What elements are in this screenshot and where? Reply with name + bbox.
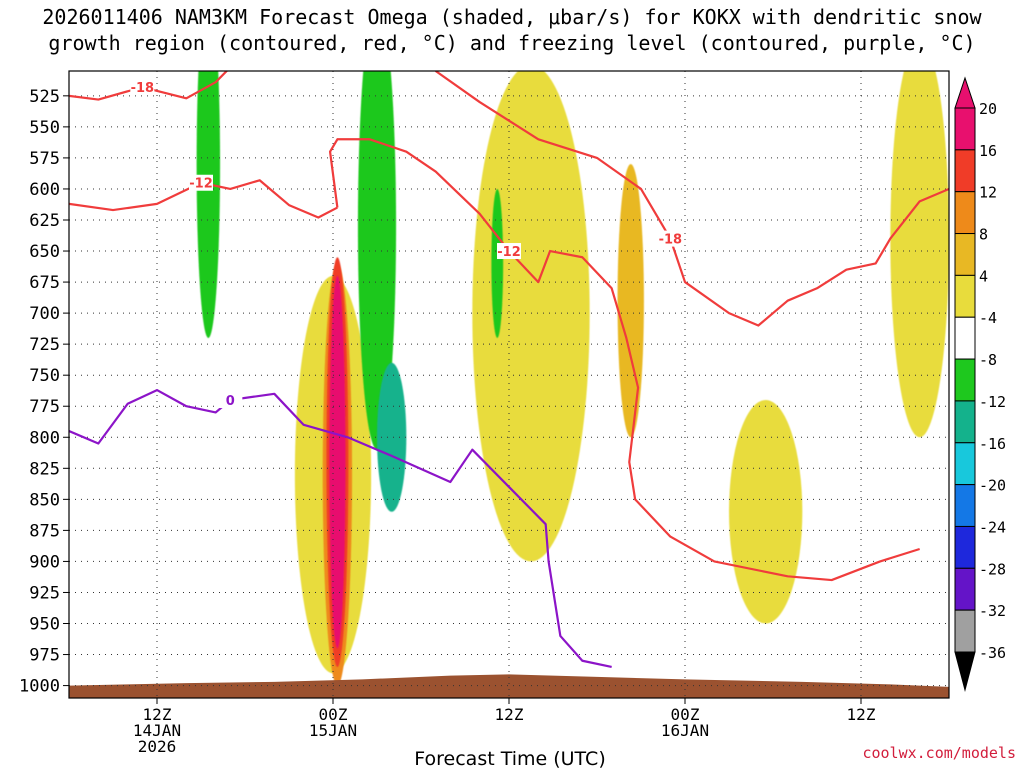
omega-upward-late [729, 400, 803, 624]
contour-label-bg [497, 243, 521, 260]
y-tick-label: 550 [29, 118, 60, 138]
colorbar-label: 16 [979, 142, 997, 160]
contour-layer: -18 -12 -12 -18 0 [69, 71, 949, 669]
colorbar-swatch [954, 233, 976, 276]
x-tick-label: 16JAN [661, 721, 709, 740]
colorbar-label: -32 [979, 602, 1006, 620]
colorbar-label: -20 [979, 477, 1006, 495]
colorbar-label: 20 [979, 100, 997, 118]
y-tick-label: 900 [29, 552, 60, 572]
colorbar-label: -4 [979, 309, 997, 327]
omega-shading-layer [196, 71, 949, 686]
colorbar-label: 8 [979, 226, 988, 244]
colorbar-label: 12 [979, 184, 997, 202]
colorbar-swatch [954, 107, 976, 151]
omega-upward-mid [472, 71, 590, 562]
y-tick-label: 825 [29, 459, 60, 479]
omega-upward-late-orange [617, 164, 644, 438]
contour-label-bg [218, 392, 243, 409]
x-axis-label: Forecast Time (UTC) [414, 748, 605, 768]
terrain-layer [69, 674, 949, 698]
chart-title: 2026011406 NAM3KM Forecast Omega (shaded… [0, 4, 1024, 56]
colorbar-swatch [954, 191, 976, 235]
colorbar-top-arrow [954, 76, 976, 109]
credit-text: coolwx.com/models [862, 744, 1016, 762]
y-tick-label: 950 [29, 615, 60, 635]
colorbar-label: -16 [979, 435, 1006, 453]
colorbar-swatch [954, 609, 976, 653]
colorbar-label: -36 [979, 644, 1006, 662]
x-tick-label: 14JAN [133, 721, 181, 740]
omega-downward-small [491, 188, 504, 338]
colorbar-swatch [954, 149, 976, 193]
colorbar-swatch [954, 274, 976, 318]
colorbar-label: -12 [979, 393, 1006, 411]
x-tick-label: 2026 [138, 737, 177, 756]
y-axis: 525 550 575 600 625 650 675 700 725 750 775 800 825 8… [19, 87, 69, 697]
y-tick-label: 675 [29, 273, 60, 293]
colorbar-swatch [954, 484, 976, 527]
contour-label: 0 [226, 394, 235, 409]
x-tick-label: 00Z [319, 705, 348, 724]
colorbar: 20 16 12 8 4 -4 -8 -12 -16 -20 -24 -28 -32 -36 [954, 76, 1006, 692]
y-tick-label: 925 [29, 583, 60, 603]
contour-label-bg [658, 230, 683, 247]
x-tick-label: 12Z [495, 705, 524, 724]
y-tick-label: 650 [29, 242, 60, 262]
contour-label: -12 [189, 177, 213, 192]
contour-dgz-vertical [328, 138, 920, 582]
colorbar-bottom-arrow [954, 651, 976, 692]
title-line-2: growth region (contoured, red, °C) and f… [48, 31, 976, 55]
y-tick-label: 875 [29, 521, 60, 541]
contour-freezing-level [69, 388, 612, 669]
omega-downward-upper [357, 71, 397, 450]
omega-upward-right [890, 71, 949, 438]
colorbar-swatch [954, 358, 976, 402]
colorbar-swatch [954, 400, 976, 444]
omega-downward-early [196, 71, 221, 338]
grid-layer [69, 71, 949, 698]
y-tick-label: 625 [29, 211, 60, 231]
y-tick-label: 575 [29, 149, 60, 169]
colorbar-swatch [954, 316, 976, 360]
contour-label-bg [189, 174, 213, 191]
y-tick-label: 750 [29, 366, 60, 386]
y-tick-label: 600 [29, 180, 60, 200]
colorbar-label: -24 [979, 518, 1006, 536]
colorbar-label: -28 [979, 560, 1006, 578]
colorbar-label: -8 [979, 351, 997, 369]
contour-dgz-top [69, 71, 229, 101]
y-tick-label: 1000 [19, 677, 60, 697]
y-tick-label: 700 [29, 304, 60, 324]
y-tick-label: 850 [29, 490, 60, 510]
contour-label: -18 [131, 81, 155, 96]
y-tick-label: 975 [29, 646, 60, 666]
colorbar-swatch [954, 442, 976, 486]
contour-label-bg [130, 79, 155, 96]
colorbar-swatch [954, 567, 976, 611]
y-tick-label: 775 [29, 397, 60, 417]
y-tick-label: 525 [29, 87, 60, 107]
contour-label: -18 [659, 233, 683, 248]
x-tick-label: 12Z [847, 705, 876, 724]
contour-label: -12 [497, 245, 521, 260]
title-line-1: 2026011406 NAM3KM Forecast Omega (shaded… [42, 5, 982, 29]
contour-dgz-bottom-west [69, 179, 338, 219]
omega-upward-core [329, 275, 346, 649]
contour-dgz-upper-right [435, 71, 949, 327]
y-tick-label: 725 [29, 335, 60, 355]
terrain-fill [69, 674, 949, 698]
omega-downward-low [377, 362, 407, 512]
x-tick-label: 12Z [143, 705, 172, 724]
colorbar-label: 4 [979, 267, 988, 285]
colorbar-swatch [954, 525, 976, 569]
y-tick-label: 800 [29, 428, 60, 448]
x-tick-label: 15JAN [309, 721, 357, 740]
x-tick-label: 00Z [671, 705, 700, 724]
